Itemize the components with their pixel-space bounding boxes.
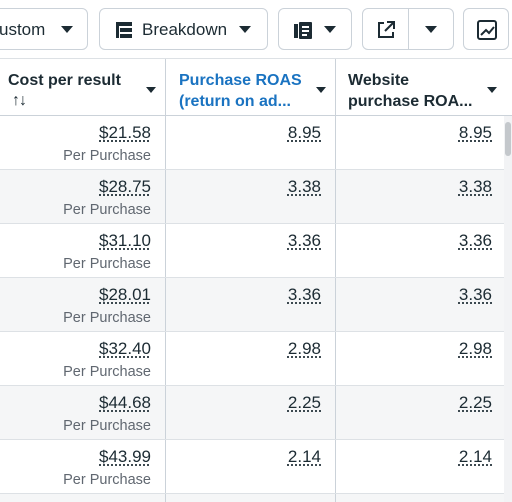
export-icon bbox=[375, 19, 397, 46]
export-options-button[interactable] bbox=[409, 9, 454, 49]
table-row[interactable]: $31.10 Per Purchase 3.36 3.36 bbox=[0, 224, 512, 278]
chevron-down-icon[interactable] bbox=[316, 87, 326, 93]
purchase-roas-cell: 3.36 bbox=[166, 278, 336, 331]
purchase-roas-cell bbox=[166, 494, 336, 502]
purchase-roas-cell: 2.98 bbox=[166, 332, 336, 385]
table-header: Cost per result ↑↓ Purchase ROAS (return … bbox=[0, 58, 512, 116]
breakdown-icon bbox=[114, 20, 134, 45]
cost-per-result-cell: $28.75 Per Purchase bbox=[0, 170, 166, 223]
cost-per-result-cell: $31.10 Per Purchase bbox=[0, 224, 166, 277]
website-roas-value[interactable]: 3.36 bbox=[458, 285, 492, 304]
roas-value[interactable]: 2.25 bbox=[287, 393, 321, 412]
website-roas-cell: 3.36 bbox=[336, 224, 504, 277]
reports-button[interactable] bbox=[278, 8, 352, 50]
column-title-line1: Purchase ROAS bbox=[179, 72, 302, 89]
website-roas-value[interactable]: 3.36 bbox=[458, 231, 492, 250]
column-header-purchase-roas[interactable]: Purchase ROAS (return on ad... bbox=[166, 59, 336, 116]
website-roas-cell: 2.98 bbox=[336, 332, 504, 385]
purchase-roas-cell: 3.38 bbox=[166, 170, 336, 223]
website-roas-value[interactable]: 3.38 bbox=[458, 177, 492, 196]
table-row[interactable]: $21.58 Per Purchase 8.95 8.95 bbox=[0, 116, 512, 170]
website-roas-cell: 2.25 bbox=[336, 386, 504, 439]
column-title-line2: (return on ad... bbox=[179, 93, 291, 110]
roas-value[interactable]: 2.98 bbox=[287, 339, 321, 358]
scrollbar-thumb[interactable] bbox=[505, 122, 511, 156]
cost-unit: Per Purchase bbox=[63, 310, 151, 326]
cost-per-result-cell bbox=[0, 494, 166, 502]
cost-value[interactable]: $28.01 bbox=[99, 285, 151, 304]
chevron-down-icon bbox=[425, 26, 437, 33]
charts-button[interactable] bbox=[463, 8, 509, 50]
purchase-roas-cell: 3.36 bbox=[166, 224, 336, 277]
export-button-group bbox=[362, 8, 454, 50]
breakdown-label: Breakdown bbox=[142, 20, 228, 39]
table-row-partial bbox=[0, 494, 512, 502]
cost-unit: Per Purchase bbox=[63, 148, 151, 164]
chart-icon bbox=[476, 19, 498, 46]
website-roas-cell: 3.38 bbox=[336, 170, 504, 223]
purchase-roas-cell: 2.25 bbox=[166, 386, 336, 439]
customize-columns-button[interactable]: ustom bbox=[0, 8, 88, 50]
customize-columns-label: ustom bbox=[0, 20, 46, 39]
cost-per-result-cell: $21.58 Per Purchase bbox=[0, 116, 166, 169]
table-body: $21.58 Per Purchase 8.95 8.95 $28.75 Per P… bbox=[0, 116, 512, 502]
website-roas-cell: 2.14 bbox=[336, 440, 504, 493]
cost-unit: Per Purchase bbox=[63, 256, 151, 272]
reports-icon bbox=[292, 19, 314, 46]
cost-per-result-cell: $28.01 Per Purchase bbox=[0, 278, 166, 331]
website-roas-cell: 3.36 bbox=[336, 278, 504, 331]
table-row[interactable]: $44.68 Per Purchase 2.25 2.25 bbox=[0, 386, 512, 440]
roas-value[interactable]: 8.95 bbox=[287, 123, 321, 142]
cost-value[interactable]: $44.68 bbox=[99, 393, 151, 412]
cost-unit: Per Purchase bbox=[63, 418, 151, 434]
website-roas-value[interactable]: 8.95 bbox=[458, 123, 492, 142]
cost-unit: Per Purchase bbox=[63, 364, 151, 380]
vertical-scrollbar[interactable] bbox=[504, 116, 512, 502]
breakdown-button[interactable]: Breakdown bbox=[99, 8, 268, 50]
column-title-line1: Website bbox=[348, 72, 410, 89]
export-button[interactable] bbox=[363, 9, 409, 49]
table-row[interactable]: $43.99 Per Purchase 2.14 2.14 bbox=[0, 440, 512, 494]
website-roas-value[interactable]: 2.25 bbox=[458, 393, 492, 412]
results-table: Cost per result ↑↓ Purchase ROAS (return … bbox=[0, 58, 512, 502]
column-title: Purchase ROAS (return on ad... bbox=[179, 70, 302, 112]
website-roas-cell: 8.95 bbox=[336, 116, 504, 169]
roas-value[interactable]: 3.36 bbox=[287, 231, 321, 250]
cost-per-result-cell: $44.68 Per Purchase bbox=[0, 386, 166, 439]
cost-per-result-cell: $43.99 Per Purchase bbox=[0, 440, 166, 493]
website-roas-value[interactable]: 2.98 bbox=[458, 339, 492, 358]
table-row[interactable]: $32.40 Per Purchase 2.98 2.98 bbox=[0, 332, 512, 386]
cost-per-result-cell: $32.40 Per Purchase bbox=[0, 332, 166, 385]
purchase-roas-cell: 8.95 bbox=[166, 116, 336, 169]
column-title: Cost per result bbox=[8, 72, 121, 89]
cost-unit: Per Purchase bbox=[63, 472, 151, 488]
chevron-down-icon bbox=[239, 26, 251, 33]
purchase-roas-cell: 2.14 bbox=[166, 440, 336, 493]
chevron-down-icon[interactable] bbox=[487, 87, 497, 93]
toolbar: ustom Breakdown bbox=[0, 0, 512, 58]
roas-value[interactable]: 3.36 bbox=[287, 285, 321, 304]
roas-value[interactable]: 3.38 bbox=[287, 177, 321, 196]
roas-value[interactable]: 2.14 bbox=[287, 447, 321, 466]
sort-icon[interactable]: ↑↓ bbox=[12, 92, 27, 109]
cost-value[interactable]: $32.40 bbox=[99, 339, 151, 358]
cost-unit: Per Purchase bbox=[63, 202, 151, 218]
column-header-cost-per-result[interactable]: Cost per result ↑↓ bbox=[0, 59, 166, 116]
chevron-down-icon bbox=[324, 26, 336, 33]
column-header-website-purchase-roas[interactable]: Website purchase ROA... bbox=[336, 59, 512, 116]
chevron-down-icon bbox=[61, 26, 73, 33]
column-title: Website purchase ROA... bbox=[348, 70, 472, 112]
cost-value[interactable]: $31.10 bbox=[99, 231, 151, 250]
table-row[interactable]: $28.01 Per Purchase 3.36 3.36 bbox=[0, 278, 512, 332]
website-roas-value[interactable]: 2.14 bbox=[458, 447, 492, 466]
chevron-down-icon[interactable] bbox=[146, 87, 156, 93]
table-row[interactable]: $28.75 Per Purchase 3.38 3.38 bbox=[0, 170, 512, 224]
cost-value[interactable]: $21.58 bbox=[99, 123, 151, 142]
column-title-line2: purchase ROA... bbox=[348, 93, 473, 110]
cost-value[interactable]: $43.99 bbox=[99, 447, 151, 466]
cost-value[interactable]: $28.75 bbox=[99, 177, 151, 196]
